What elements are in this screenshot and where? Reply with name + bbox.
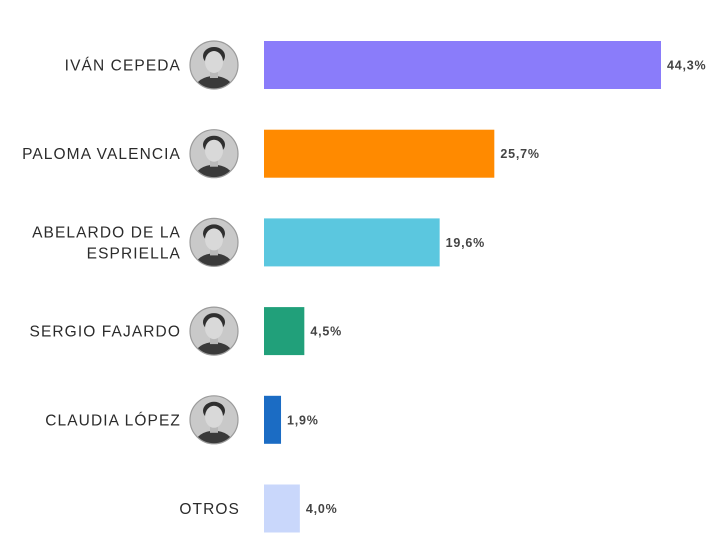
chart-rows: IVÁN CEPEDA 44,3% PALOMA VALENCIA 25,7% ABEL… <box>22 40 706 533</box>
bar-row-abelardo-de-la-espriella: ABELARDO DE LA ESPRIELLA 19,6% <box>32 217 485 267</box>
claudia-lopez-photo <box>189 395 239 445</box>
category-label: OTROS <box>179 501 240 518</box>
bar <box>264 484 300 533</box>
bar <box>264 218 440 267</box>
bar <box>264 129 495 178</box>
category-label: IVÁN CEPEDA <box>65 58 181 75</box>
value-label: 4,5% <box>310 325 342 339</box>
abelardo-de-la-espriella-photo <box>189 217 239 267</box>
bar-row-claudia-lopez: CLAUDIA LÓPEZ 1,9% <box>45 395 319 445</box>
value-label: 25,7% <box>500 147 539 161</box>
sergio-fajardo-photo <box>189 306 239 356</box>
bar-row-sergio-fajardo: SERGIO FAJARDO 4,5% <box>30 306 342 356</box>
bar-row-ivan-cepeda: IVÁN CEPEDA 44,3% <box>65 40 706 90</box>
category-label: ABELARDO DE LA ESPRIELLA <box>32 224 181 262</box>
value-label: 44,3% <box>667 59 706 73</box>
value-label: 1,9% <box>287 413 319 427</box>
bar <box>264 41 661 89</box>
bar <box>264 395 282 444</box>
bar-row-paloma-valencia: PALOMA VALENCIA 25,7% <box>22 129 539 179</box>
bar <box>264 307 305 356</box>
category-label: CLAUDIA LÓPEZ <box>45 412 181 429</box>
ivan-cepeda-photo <box>189 40 239 90</box>
category-label: SERGIO FAJARDO <box>30 324 181 341</box>
value-label: 4,0% <box>306 502 338 516</box>
bar-row-otros: OTROS 4,0% <box>179 484 338 533</box>
category-label: PALOMA VALENCIA <box>22 146 181 163</box>
value-label: 19,6% <box>446 236 485 250</box>
paloma-valencia-photo <box>189 129 239 179</box>
